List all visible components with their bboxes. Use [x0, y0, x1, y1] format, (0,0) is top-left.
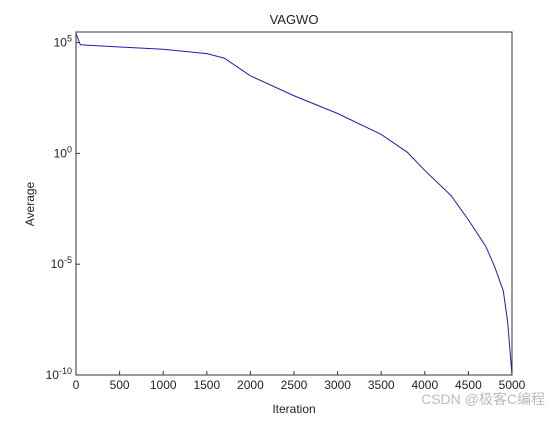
- x-tick-label: 2500: [281, 378, 308, 392]
- x-tick-label: 5000: [499, 378, 526, 392]
- x-tick-label: 3500: [368, 378, 395, 392]
- x-tick-label: 500: [110, 378, 130, 392]
- y-axis-label: Average: [23, 181, 37, 226]
- x-tick-label: 0: [73, 378, 80, 392]
- x-tick-label: 4500: [455, 378, 482, 392]
- plot-area: [75, 31, 513, 376]
- x-tick-label: 1500: [193, 378, 220, 392]
- chart-title: VAGWO: [270, 12, 319, 27]
- x-tick-label: 2000: [237, 378, 264, 392]
- x-tick-label: 4000: [411, 378, 438, 392]
- x-tick-label: 3000: [324, 378, 351, 392]
- data-line: [75, 33, 513, 376]
- watermark: CSDN @极客C编程: [421, 391, 545, 407]
- x-tick-label: 1000: [150, 378, 177, 392]
- x-axis-label: Iteration: [272, 402, 315, 416]
- y-tick-label: 10-10: [46, 366, 72, 382]
- y-tick-label: 10-5: [51, 255, 72, 271]
- y-tick-label: 105: [54, 34, 72, 50]
- y-tick-label: 100: [54, 144, 72, 160]
